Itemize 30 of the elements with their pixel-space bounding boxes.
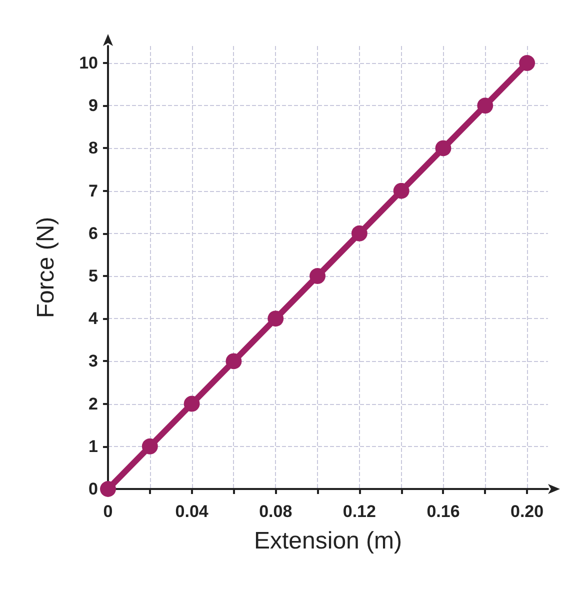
point (184, 396, 200, 412)
x-tick-label: 0.04 (175, 502, 209, 521)
x-axis-title: Extension (m) (254, 528, 402, 554)
y-axis-title: Force (N) (32, 216, 60, 318)
x-tick-label: 0.08 (259, 502, 292, 521)
point (142, 438, 158, 454)
y-tick-label: 7 (88, 181, 98, 200)
y-tick-label: 9 (88, 96, 98, 116)
point (226, 353, 242, 370)
y-tick-label: 8 (88, 138, 98, 158)
point (477, 98, 494, 114)
y-tick-label: 0 (88, 480, 98, 498)
point (519, 55, 536, 72)
y-tick-label: 10 (79, 54, 98, 73)
y-tick-label: 1 (88, 436, 98, 456)
y-tick-label: 3 (88, 352, 98, 371)
point (435, 140, 452, 156)
point (351, 225, 368, 242)
point (268, 310, 284, 327)
y-tick-label: 6 (88, 224, 98, 243)
point (310, 268, 326, 284)
y-tick-label: 2 (88, 394, 98, 414)
x-tick-label: 0.20 (510, 502, 544, 521)
y-tick-label: 4 (88, 309, 99, 328)
y-tick-label: 5 (88, 266, 98, 286)
x-tick-label: 0.16 (426, 502, 460, 521)
point (100, 481, 116, 497)
x-tick-label: 0.12 (342, 502, 376, 521)
point (393, 182, 410, 199)
x-tick-label: 0 (103, 502, 113, 521)
